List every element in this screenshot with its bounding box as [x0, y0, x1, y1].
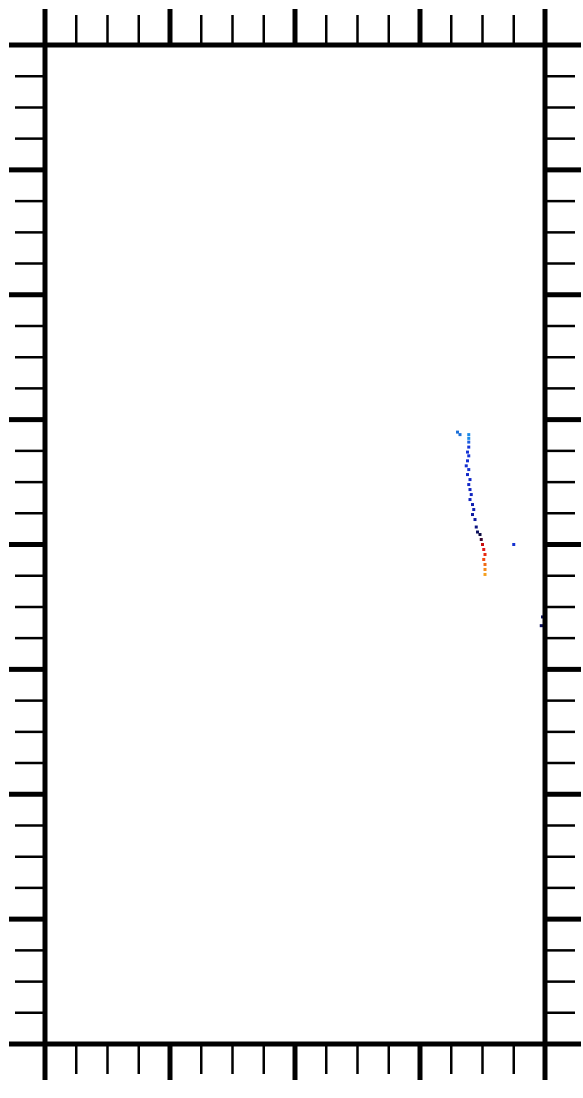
data-point [481, 543, 484, 546]
data-point [471, 503, 474, 507]
data-point [539, 624, 543, 628]
plot-frame [42, 42, 548, 1047]
data-point [464, 464, 468, 468]
data-point [468, 488, 472, 492]
data-point [467, 454, 471, 458]
data-point [476, 530, 479, 534]
data-point [468, 498, 472, 502]
data-point [467, 433, 471, 437]
data-point [466, 459, 469, 463]
data-points [456, 430, 544, 628]
data-point [466, 473, 469, 477]
axis-ticks [9, 9, 581, 1080]
data-point [479, 538, 483, 542]
data-point [471, 513, 474, 517]
data-point [467, 436, 471, 440]
data-point [483, 567, 487, 571]
data-point [467, 468, 471, 472]
data-point [467, 483, 471, 487]
data-point [473, 518, 477, 522]
data-point [456, 430, 459, 434]
data-point [469, 493, 473, 497]
data-point [482, 547, 486, 551]
data-point [478, 533, 482, 537]
data-point [474, 525, 478, 529]
data-point [466, 450, 469, 454]
data-point [483, 562, 487, 566]
data-point [482, 557, 486, 561]
data-point [483, 552, 487, 556]
data-point [512, 543, 516, 546]
data-point [458, 433, 462, 437]
data-point [472, 508, 476, 512]
data-point [468, 478, 472, 482]
data-point [483, 572, 487, 576]
data-point [467, 445, 471, 449]
data-point [467, 440, 471, 444]
